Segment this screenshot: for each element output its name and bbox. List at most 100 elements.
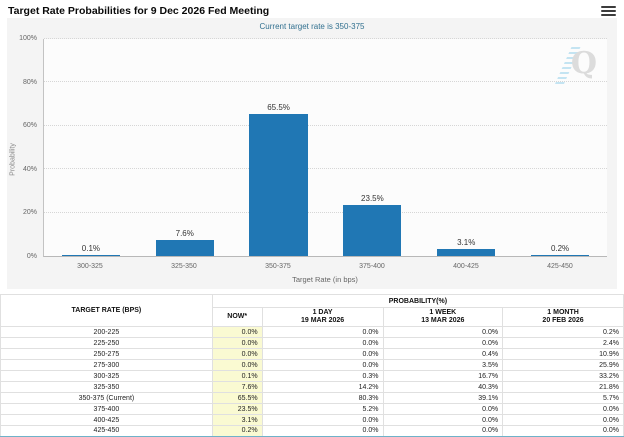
target-rate-cell: 250-275 <box>0 348 213 360</box>
x-axis-title: Target Rate (in bps) <box>292 275 358 284</box>
hamburger-line <box>601 5 616 8</box>
chart-bar-425-450[interactable]: 0.2% <box>513 39 607 256</box>
target-rate-cell: 325-350 <box>0 381 213 393</box>
bar-rect <box>155 239 214 256</box>
chart-subtitle: Current target rate is 350-375 <box>259 22 365 31</box>
target-rate-cell: 350-375 (Current) <box>0 392 213 404</box>
probability-1-week-cell: 0.0% <box>382 403 504 415</box>
probability-1-month-cell: 2.4% <box>502 337 624 349</box>
probability-1-week-cell: 3.5% <box>382 359 504 371</box>
quikstrike-watermark-icon: Q <box>554 47 597 87</box>
x-axis-tick-label: 425-450 <box>547 263 573 270</box>
probability-1-day-cell: 0.0% <box>261 414 384 426</box>
target-rate-cell: 275-300 <box>0 359 213 371</box>
bar-rect <box>61 255 120 256</box>
probability-1-week-cell: 0.0% <box>382 326 504 338</box>
gridline <box>44 124 607 126</box>
probability-1-month-cell: 5.7% <box>502 392 624 404</box>
bar-rect <box>249 113 308 256</box>
col-header-1-month-label: 1 MONTH <box>547 309 579 316</box>
y-axis-tick-label: 100% <box>19 35 37 42</box>
probability-1-week-cell: 0.0% <box>382 425 504 437</box>
y-axis: 0% 20% 40% 60% 80% 100% <box>7 35 40 260</box>
bar-value-label: 0.2% <box>550 244 570 253</box>
probability-1-month-cell: 0.2% <box>502 326 624 338</box>
bar-value-label: 3.1% <box>457 238 476 248</box>
col-header-1-day-date: 19 MAR 2026 <box>300 317 345 324</box>
bar-rect <box>343 205 402 256</box>
probability-now-cell: 7.6% <box>211 381 263 393</box>
y-axis-tick-label: 40% <box>22 165 37 173</box>
probability-1-month-cell: 0.0% <box>502 425 624 437</box>
gridline <box>44 38 607 39</box>
probability-1-day-cell: 0.3% <box>261 370 384 382</box>
probability-1-month-cell: 33.2% <box>502 370 624 382</box>
probability-1-day-cell: 0.0% <box>261 326 384 338</box>
target-rate-cell: 200-225 <box>0 326 213 338</box>
table-row: 325-350 7.6% 14.2% 40.3% 21.8% <box>0 381 624 393</box>
col-header-now: NOW* <box>211 307 263 327</box>
chart-bar-375-400[interactable]: 23.5% <box>325 39 419 256</box>
probability-1-day-cell: 0.0% <box>261 359 384 371</box>
probability-now-cell: 0.0% <box>211 348 263 360</box>
hamburger-menu-icon[interactable] <box>601 5 616 17</box>
y-axis-tick-label: 20% <box>22 209 37 217</box>
probability-1-day-cell: 0.0% <box>261 425 384 437</box>
col-header-now-label: NOW* <box>227 313 248 320</box>
top-bar: Target Rate Probabilities for 9 Dec 2026… <box>0 0 624 18</box>
probability-now-cell: 65.5% <box>211 392 263 404</box>
chart-bar-400-425[interactable]: 3.1% <box>419 39 513 256</box>
y-axis-tick-label: 60% <box>22 122 37 130</box>
probability-1-week-cell: 40.3% <box>382 381 504 393</box>
probability-1-month-cell: 0.0% <box>502 403 624 415</box>
col-header-1-week-label: 1 WEEK <box>429 309 457 316</box>
chart-bar-325-350[interactable]: 7.6% <box>138 39 232 256</box>
probability-1-week-cell: 39.1% <box>382 392 504 404</box>
table-row: 225-250 0.0% 0.0% 0.0% 2.4% <box>0 337 624 349</box>
probability-now-cell: 0.0% <box>211 326 263 338</box>
table-row: 350-375 (Current) 65.5% 80.3% 39.1% 5.7% <box>0 392 624 404</box>
hamburger-line <box>601 9 616 12</box>
plot-canvas: Q 0.1% 7.6% 65.5% 23.5% 3.1% 0.2% <box>43 38 607 257</box>
probability-now-cell: 23.5% <box>211 403 263 415</box>
x-axis: 300-325 325-350 350-375 375-400 400-425 425-4… <box>43 261 607 270</box>
probability-1-day-cell: 14.2% <box>261 381 384 393</box>
probability-1-day-cell: 0.0% <box>261 337 384 349</box>
table-row: 375-400 23.5% 5.2% 0.0% 0.0% <box>0 403 624 415</box>
col-header-1-week: 1 WEEK 13 MAR 2026 <box>382 307 504 327</box>
target-rate-cell: 225-250 <box>0 337 213 349</box>
table-row: 425-450 0.2% 0.0% 0.0% 0.0% <box>0 425 624 437</box>
col-header-1-month-date: 20 FEB 2026 <box>542 317 584 324</box>
bar-rect <box>530 255 590 256</box>
col-header-1-week-date: 13 MAR 2026 <box>421 317 465 324</box>
probability-now-cell: 0.0% <box>211 337 263 349</box>
bar-value-label: 0.1% <box>81 244 101 253</box>
target-rate-cell: 425-450 <box>0 425 213 437</box>
x-axis-tick-label: 375-400 <box>359 263 385 270</box>
table-row: 250-275 0.0% 0.0% 0.4% 10.9% <box>0 348 624 360</box>
y-axis-tick-label: 80% <box>22 78 37 86</box>
table-row: 275-300 0.0% 0.0% 3.5% 25.9% <box>0 359 624 371</box>
col-header-1-day: 1 DAY 19 MAR 2026 <box>261 307 384 327</box>
bar-value-label: 65.5% <box>267 102 290 112</box>
probability-1-month-cell: 10.9% <box>502 348 624 360</box>
bar-rect <box>437 249 496 256</box>
target-rate-cell: 375-400 <box>0 403 213 415</box>
probability-now-cell: 0.2% <box>211 425 263 437</box>
gridline <box>44 81 607 83</box>
probability-1-week-cell: 0.4% <box>382 348 504 360</box>
gridline <box>44 168 607 170</box>
probability-now-cell: 0.1% <box>211 370 263 382</box>
table-row: 400-425 3.1% 0.0% 0.0% 0.0% <box>0 414 624 426</box>
col-header-target-rate: TARGET RATE (BPS) <box>0 294 213 327</box>
bar-value-label: 7.6% <box>175 228 194 238</box>
table-row: 200-225 0.0% 0.0% 0.0% 0.2% <box>0 326 624 338</box>
chart-bar-350-375[interactable]: 65.5% <box>232 39 326 256</box>
probability-1-month-cell: 0.0% <box>502 414 624 426</box>
probability-1-day-cell: 0.0% <box>261 348 384 360</box>
target-rate-cell: 400-425 <box>0 414 213 426</box>
col-header-probability-group: PROBABILITY(%) <box>211 294 624 308</box>
table-row: 300-325 0.1% 0.3% 16.7% 33.2% <box>0 370 624 382</box>
probability-table: TARGET RATE (BPS) PROBABILITY(%) NOW* 1 … <box>0 294 624 437</box>
chart-bar-300-325[interactable]: 0.1% <box>44 39 138 256</box>
